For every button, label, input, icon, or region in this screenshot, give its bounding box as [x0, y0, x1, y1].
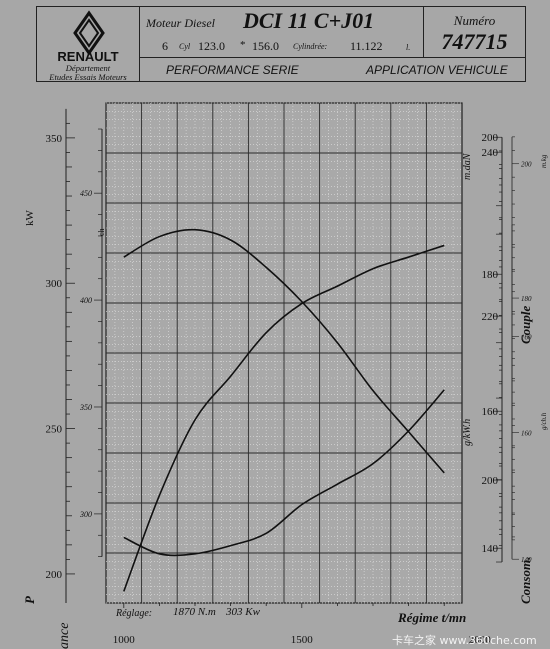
mkg-tick-label: 160 — [521, 429, 532, 437]
gch-tick-label: 160 — [521, 333, 532, 341]
renault-logo-icon — [73, 10, 105, 56]
torque-curve — [123, 228, 445, 474]
consumption-axis-label: Consom. — [518, 556, 533, 604]
ch-tick-label: 300 — [79, 510, 92, 519]
consumption-unit-g: g/kW.h — [462, 418, 473, 446]
application-label: APPLICATION VEHICULE — [366, 63, 508, 77]
displacement-unit: l. — [406, 43, 411, 52]
stroke-value: 156.0 — [252, 39, 279, 53]
reglage-power: 303 Kw — [226, 606, 260, 618]
power-unit-kw: kW — [24, 210, 36, 226]
cylinder-label: Cyl — [179, 42, 191, 51]
numero-block: Numéro 747715 — [423, 6, 526, 58]
mkg-tick-label: 180 — [521, 295, 532, 303]
department-line1: Département — [65, 63, 111, 73]
gch-tick-label: 140 — [521, 556, 532, 564]
mkg-tick-label: 200 — [521, 161, 532, 169]
torque-unit-mkg: m.kg — [540, 154, 548, 168]
numero-label: Numéro — [453, 13, 496, 28]
consumption-tick-label: 200 — [482, 475, 499, 487]
power-curve — [123, 244, 445, 592]
x-tick-label: 2000 — [469, 634, 492, 646]
ch-tick-label: 450 — [80, 189, 92, 198]
kw-tick-label: 250 — [46, 424, 63, 436]
kw-tick-label: 200 — [46, 569, 63, 581]
ch-tick-label: 350 — [79, 403, 92, 412]
reglage-torque: 1870 N.m — [173, 606, 216, 618]
power-axis-letter: P — [22, 596, 37, 604]
kw-tick-label: 350 — [46, 133, 63, 145]
bore-value: 123.0 — [198, 39, 225, 53]
cylinder-count: 6 — [162, 39, 168, 53]
x-tick-label: 1000 — [113, 634, 136, 646]
engine-info-block: Moteur Diesel DCI 11 C+J01 6 Cyl 123.0 *… — [139, 6, 424, 58]
displacement-value: 11.122 — [350, 39, 383, 53]
performance-serie-label: PERFORMANCE SERIE — [166, 63, 299, 77]
logo-block: RENAULT Département Etudes Essais Moteur… — [36, 6, 140, 82]
engine-type-label: Moteur Diesel — [146, 16, 215, 30]
brand-name: RENAULT — [57, 49, 119, 64]
ch-tick-label: 400 — [80, 296, 92, 305]
torque-tick-label: 180 — [482, 269, 499, 281]
series-row: PERFORMANCE SERIE APPLICATION VEHICULE — [139, 57, 526, 82]
power-unit-ch: ch — [97, 228, 106, 236]
torque-tick-label: 140 — [482, 543, 499, 555]
consumption-tick-label: 240 — [482, 147, 499, 159]
kw-tick-label: 300 — [46, 278, 63, 290]
left-cut-text: ance — [57, 622, 72, 649]
consumption-unit-gch: g/ch.h — [540, 412, 548, 430]
torque-tick-label: 200 — [482, 132, 499, 144]
department-line2: Etudes Essais Moteurs — [49, 72, 127, 82]
consumption-curve — [123, 389, 445, 557]
engine-model: DCI 11 C+J01 — [243, 8, 375, 33]
numero-value: 747715 — [441, 29, 508, 54]
x-tick-label: 1500 — [291, 634, 314, 646]
displacement-label: Cylindrée: — [293, 42, 328, 51]
reglage-label: Réglage: — [116, 608, 153, 619]
watermark: 卡车之家 www.360che.com — [392, 634, 537, 647]
torque-unit-mdan: m.daN — [462, 153, 473, 180]
torque-axis-label: Couple — [518, 305, 533, 344]
consumption-tick-label: 220 — [482, 311, 499, 323]
times-sign: * — [240, 39, 246, 51]
x-axis-label: Régime t/mn — [398, 610, 467, 625]
torque-tick-label: 160 — [482, 406, 499, 418]
